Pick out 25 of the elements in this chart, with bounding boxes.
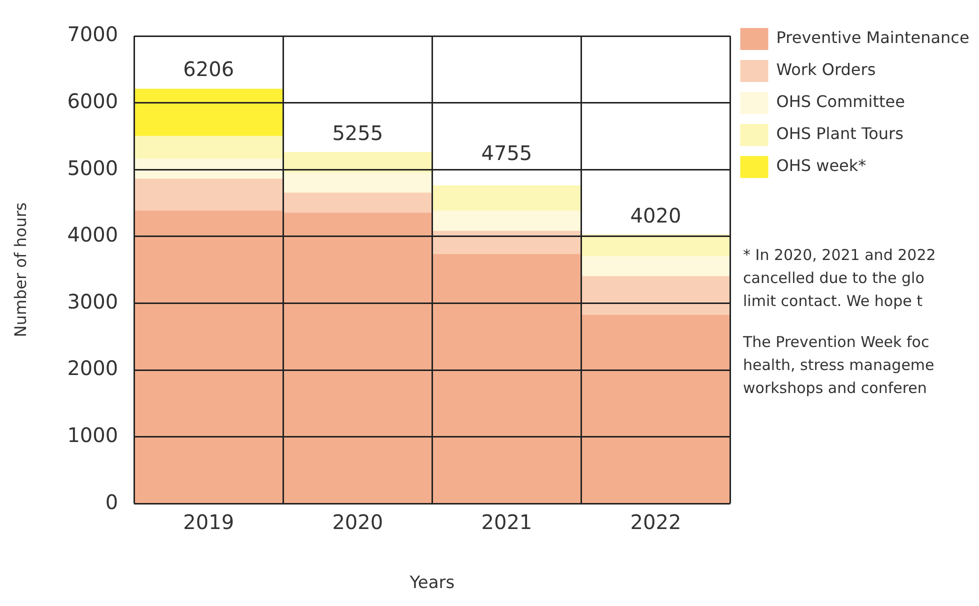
total-label: 4755 [481,140,532,165]
y-tick-label: 0 [105,490,118,514]
total-label: 4020 [630,203,682,228]
legend-label: Work Orders [776,60,876,80]
legend-label: OHS week* [776,156,866,176]
y-tick-label: 3000 [67,289,118,314]
y-tick-label: 1000 [67,423,118,448]
text: * In 2020, 2021 and 2022 cancelled due to the glo limit contact. We hope t [743,245,937,312]
legend-label: OHS Plant Tours [776,124,904,144]
text: The Prevention Week foc health, stress manageme workshops and conferen [743,332,936,399]
y-tick-label: 5000 [67,156,118,180]
x-axis-title: Years [408,573,455,594]
x-tick-label: 2019 [183,510,234,534]
y-tick-label: 4000 [67,222,118,247]
legend-label: Preventive Maintenance [776,28,970,48]
x-tick-label: 2021 [481,510,532,534]
x-tick-label: 2020 [332,510,384,534]
y-tick-label: 6000 [67,89,118,114]
x-tick-label: 2022 [630,510,682,534]
total-label: 5255 [332,120,384,145]
y-tick-label: 7000 [67,22,118,46]
total-label: 6206 [183,57,234,82]
y-tick-label: 2000 [67,356,118,380]
legend-label: OHS Committee [776,92,905,112]
y-axis-title: Number of hours [10,202,30,338]
